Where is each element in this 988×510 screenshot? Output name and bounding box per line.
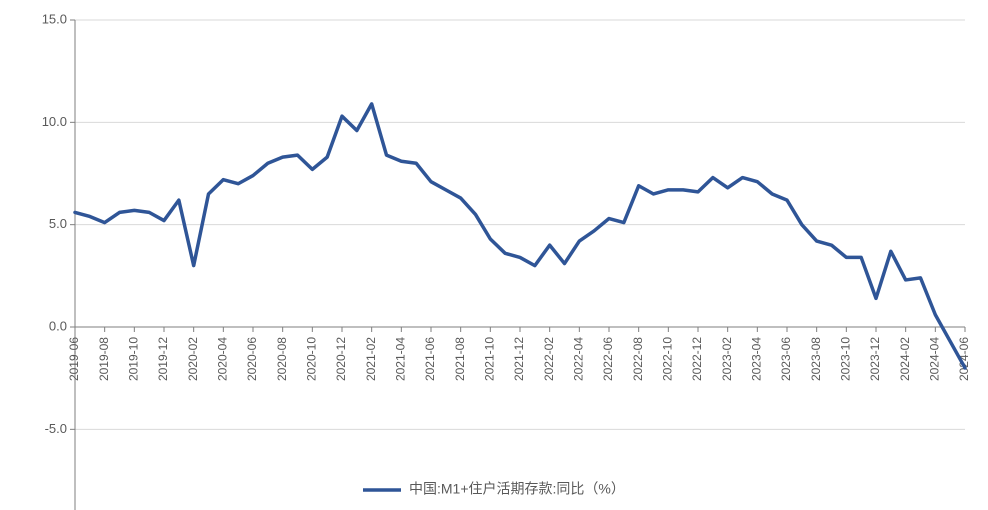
x-tick-label: 2024-04 bbox=[928, 337, 942, 381]
y-tick-label: -5.0 bbox=[45, 421, 67, 436]
x-tick-label: 2023-08 bbox=[809, 337, 823, 381]
x-tick-label: 2019-08 bbox=[97, 337, 111, 381]
y-tick-label: 0.0 bbox=[49, 318, 67, 333]
x-tick-label: 2020-12 bbox=[334, 337, 348, 381]
x-tick-label: 2021-10 bbox=[483, 337, 497, 381]
x-tick-label: 2021-04 bbox=[394, 337, 408, 381]
x-tick-label: 2020-10 bbox=[305, 337, 319, 381]
x-tick-label: 2020-08 bbox=[275, 337, 289, 381]
x-tick-label: 2020-06 bbox=[245, 337, 259, 381]
y-tick-label: 5.0 bbox=[49, 216, 67, 231]
x-tick-label: 2021-06 bbox=[423, 337, 437, 381]
x-tick-label: 2023-04 bbox=[750, 337, 764, 381]
x-tick-label: 2019-06 bbox=[67, 337, 81, 381]
x-tick-label: 2023-10 bbox=[839, 337, 853, 381]
y-tick-label: 10.0 bbox=[42, 114, 67, 129]
x-tick-label: 2022-12 bbox=[690, 337, 704, 381]
x-tick-label: 2021-02 bbox=[364, 337, 378, 381]
x-tick-label: 2024-02 bbox=[898, 337, 912, 381]
x-tick-label: 2022-02 bbox=[542, 337, 556, 381]
x-tick-label: 2021-12 bbox=[512, 337, 526, 381]
y-tick-label: 15.0 bbox=[42, 11, 67, 26]
x-tick-label: 2022-10 bbox=[661, 337, 675, 381]
x-tick-label: 2020-04 bbox=[216, 337, 230, 381]
chart-svg: -10.0-5.00.05.010.015.02019-062019-08201… bbox=[0, 0, 988, 510]
line-chart: -10.0-5.00.05.010.015.02019-062019-08201… bbox=[0, 0, 988, 510]
x-tick-label: 2020-02 bbox=[186, 337, 200, 381]
x-tick-label: 2023-12 bbox=[868, 337, 882, 381]
x-tick-label: 2023-02 bbox=[720, 337, 734, 381]
x-tick-label: 2022-04 bbox=[572, 337, 586, 381]
x-tick-label: 2019-10 bbox=[127, 337, 141, 381]
x-tick-label: 2023-06 bbox=[779, 337, 793, 381]
x-tick-label: 2022-06 bbox=[601, 337, 615, 381]
x-tick-label: 2021-08 bbox=[453, 337, 467, 381]
x-tick-label: 2022-08 bbox=[631, 337, 645, 381]
legend-label: 中国:M1+住户活期存款:同比（%） bbox=[409, 481, 625, 497]
x-tick-label: 2019-12 bbox=[156, 337, 170, 381]
